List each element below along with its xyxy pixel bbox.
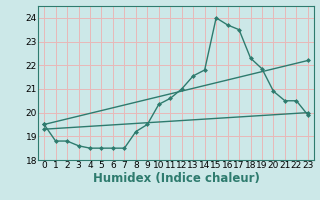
X-axis label: Humidex (Indice chaleur): Humidex (Indice chaleur) <box>92 172 260 185</box>
